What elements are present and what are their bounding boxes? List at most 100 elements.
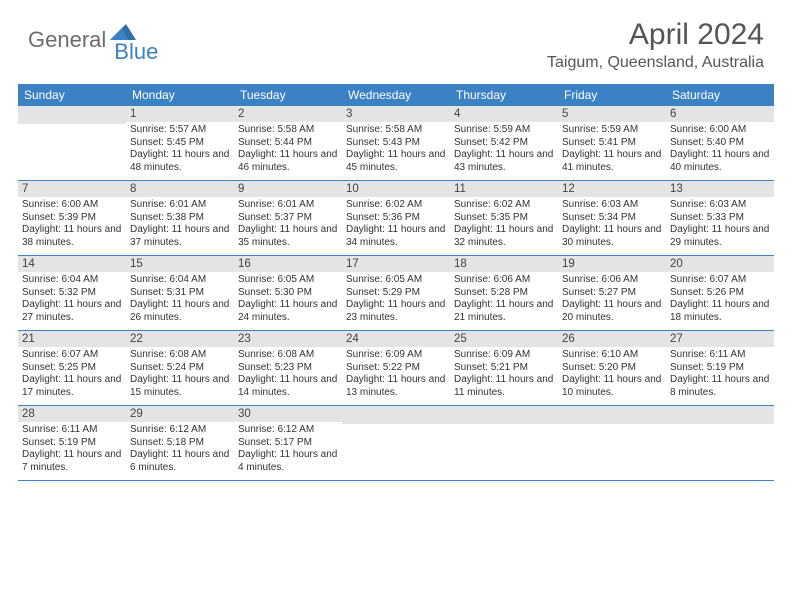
calendar-cell: 1Sunrise: 5:57 AMSunset: 5:45 PMDaylight…: [126, 106, 234, 180]
daylight-line: Daylight: 11 hours and 18 minutes.: [670, 299, 769, 323]
calendar-cell: [558, 406, 666, 480]
sunset-line: Sunset: 5:24 PM: [130, 362, 204, 373]
sunset-line: Sunset: 5:27 PM: [562, 287, 636, 298]
calendar-cell: 7Sunrise: 6:00 AMSunset: 5:39 PMDaylight…: [18, 181, 126, 255]
day-number: 8: [126, 181, 234, 197]
sunset-line: Sunset: 5:26 PM: [670, 287, 744, 298]
day-number: 28: [18, 406, 126, 422]
logo-text-blue: Blue: [114, 39, 158, 65]
day-number: 12: [558, 181, 666, 197]
calendar-week-row: 1Sunrise: 5:57 AMSunset: 5:45 PMDaylight…: [18, 106, 774, 181]
sunrise-line: Sunrise: 5:59 AM: [454, 124, 530, 135]
day-number: 5: [558, 106, 666, 122]
daylight-line: Daylight: 11 hours and 35 minutes.: [238, 224, 337, 248]
sunset-line: Sunset: 5:41 PM: [562, 137, 636, 148]
day-number: 30: [234, 406, 342, 422]
daylight-line: Daylight: 11 hours and 30 minutes.: [562, 224, 661, 248]
calendar-cell: 24Sunrise: 6:09 AMSunset: 5:22 PMDayligh…: [342, 331, 450, 405]
sunrise-line: Sunrise: 6:06 AM: [562, 274, 638, 285]
calendar-cell: [342, 406, 450, 480]
sunrise-line: Sunrise: 6:00 AM: [22, 199, 98, 210]
day-info: Sunrise: 6:07 AMSunset: 5:26 PMDaylight:…: [666, 272, 774, 330]
day-info: Sunrise: 6:08 AMSunset: 5:24 PMDaylight:…: [126, 347, 234, 405]
day-info: Sunrise: 6:01 AMSunset: 5:37 PMDaylight:…: [234, 197, 342, 255]
day-number: 16: [234, 256, 342, 272]
daylight-line: Daylight: 11 hours and 43 minutes.: [454, 149, 553, 173]
day-info: Sunrise: 6:06 AMSunset: 5:28 PMDaylight:…: [450, 272, 558, 330]
sunset-line: Sunset: 5:43 PM: [346, 137, 420, 148]
daylight-line: Daylight: 11 hours and 20 minutes.: [562, 299, 661, 323]
daylight-line: Daylight: 11 hours and 27 minutes.: [22, 299, 121, 323]
day-info: Sunrise: 6:11 AMSunset: 5:19 PMDaylight:…: [18, 422, 126, 480]
calendar-cell: 4Sunrise: 5:59 AMSunset: 5:42 PMDaylight…: [450, 106, 558, 180]
calendar-cell: 17Sunrise: 6:05 AMSunset: 5:29 PMDayligh…: [342, 256, 450, 330]
calendar-cell: 15Sunrise: 6:04 AMSunset: 5:31 PMDayligh…: [126, 256, 234, 330]
calendar-week-row: 7Sunrise: 6:00 AMSunset: 5:39 PMDaylight…: [18, 181, 774, 256]
sunset-line: Sunset: 5:32 PM: [22, 287, 96, 298]
day-header: Tuesday: [234, 84, 342, 106]
sunrise-line: Sunrise: 6:06 AM: [454, 274, 530, 285]
calendar-cell: 6Sunrise: 6:00 AMSunset: 5:40 PMDaylight…: [666, 106, 774, 180]
day-info: Sunrise: 6:02 AMSunset: 5:35 PMDaylight:…: [450, 197, 558, 255]
daylight-line: Daylight: 11 hours and 40 minutes.: [670, 149, 769, 173]
sunset-line: Sunset: 5:21 PM: [454, 362, 528, 373]
day-number: 25: [450, 331, 558, 347]
sunset-line: Sunset: 5:31 PM: [130, 287, 204, 298]
daylight-line: Daylight: 11 hours and 8 minutes.: [670, 374, 769, 398]
sunrise-line: Sunrise: 5:58 AM: [346, 124, 422, 135]
sunset-line: Sunset: 5:18 PM: [130, 437, 204, 448]
sunset-line: Sunset: 5:19 PM: [22, 437, 96, 448]
day-info: Sunrise: 6:08 AMSunset: 5:23 PMDaylight:…: [234, 347, 342, 405]
sunrise-line: Sunrise: 6:04 AM: [130, 274, 206, 285]
daylight-line: Daylight: 11 hours and 11 minutes.: [454, 374, 553, 398]
sunset-line: Sunset: 5:45 PM: [130, 137, 204, 148]
day-header: Thursday: [450, 84, 558, 106]
calendar-cell: 2Sunrise: 5:58 AMSunset: 5:44 PMDaylight…: [234, 106, 342, 180]
day-number: 10: [342, 181, 450, 197]
day-header: Friday: [558, 84, 666, 106]
calendar-cell: [450, 406, 558, 480]
day-header: Monday: [126, 84, 234, 106]
calendar-cell: 26Sunrise: 6:10 AMSunset: 5:20 PMDayligh…: [558, 331, 666, 405]
day-info: Sunrise: 6:12 AM Sunset: 5:18 PMDaylight:…: [126, 422, 234, 480]
day-number: 14: [18, 256, 126, 272]
calendar-cell: 28Sunrise: 6:11 AMSunset: 5:19 PMDayligh…: [18, 406, 126, 480]
daylight-line: Daylight: 11 hours and 45 minutes.: [346, 149, 445, 173]
sunset-line: Sunset: 5:33 PM: [670, 212, 744, 223]
sunset-line: Sunset: 5:19 PM: [670, 362, 744, 373]
sunrise-line: Sunrise: 6:12 AM: [130, 424, 206, 435]
sunrise-line: Sunrise: 6:09 AM: [346, 349, 422, 360]
calendar-cell: 20Sunrise: 6:07 AMSunset: 5:26 PMDayligh…: [666, 256, 774, 330]
calendar-cell: 25Sunrise: 6:09 AMSunset: 5:21 PMDayligh…: [450, 331, 558, 405]
sunrise-line: Sunrise: 6:10 AM: [562, 349, 638, 360]
daylight-line: Daylight: 11 hours and 6 minutes.: [130, 449, 229, 473]
calendar-cell: [666, 406, 774, 480]
sunset-line: Sunset: 5:35 PM: [454, 212, 528, 223]
calendar-cell: 18Sunrise: 6:06 AMSunset: 5:28 PMDayligh…: [450, 256, 558, 330]
sunrise-line: Sunrise: 6:11 AM: [22, 424, 97, 435]
day-info: [666, 424, 774, 432]
logo-text-general: General: [28, 27, 106, 53]
sunrise-line: Sunrise: 6:08 AM: [130, 349, 206, 360]
day-number: [450, 406, 558, 424]
day-info: Sunrise: 6:03 AMSunset: 5:34 PMDaylight:…: [558, 197, 666, 255]
sunset-line: Sunset: 5:23 PM: [238, 362, 312, 373]
day-number: 29: [126, 406, 234, 422]
day-info: Sunrise: 6:00 AMSunset: 5:40 PMDaylight:…: [666, 122, 774, 180]
calendar-cell: 29 Sunrise: 6:12 AM Sunset: 5:18 PMDayligh…: [126, 406, 234, 480]
day-info: Sunrise: 5:59 AMSunset: 5:42 PMDaylight:…: [450, 122, 558, 180]
calendar-cell: 3 Sunrise: 5:58 AM Sunset: 5:43 PMDaylight…: [342, 106, 450, 180]
day-number: 3: [342, 106, 450, 122]
sunset-line: Sunset: 5:30 PM: [238, 287, 312, 298]
sunset-line: Sunset: 5:17 PM: [238, 437, 312, 448]
calendar-cell: 5Sunrise: 5:59 AMSunset: 5:41 PMDaylight…: [558, 106, 666, 180]
day-number: 19: [558, 256, 666, 272]
calendar-cell: 10Sunrise: 6:02 AMSunset: 5:36 PMDayligh…: [342, 181, 450, 255]
day-number: 7: [18, 181, 126, 197]
day-number: 2: [234, 106, 342, 122]
sunset-line: Sunset: 5:40 PM: [670, 137, 744, 148]
calendar-cell: 11Sunrise: 6:02 AMSunset: 5:35 PMDayligh…: [450, 181, 558, 255]
sunrise-line: Sunrise: 6:03 AM: [562, 199, 638, 210]
day-info: [450, 424, 558, 432]
day-number: [666, 406, 774, 424]
